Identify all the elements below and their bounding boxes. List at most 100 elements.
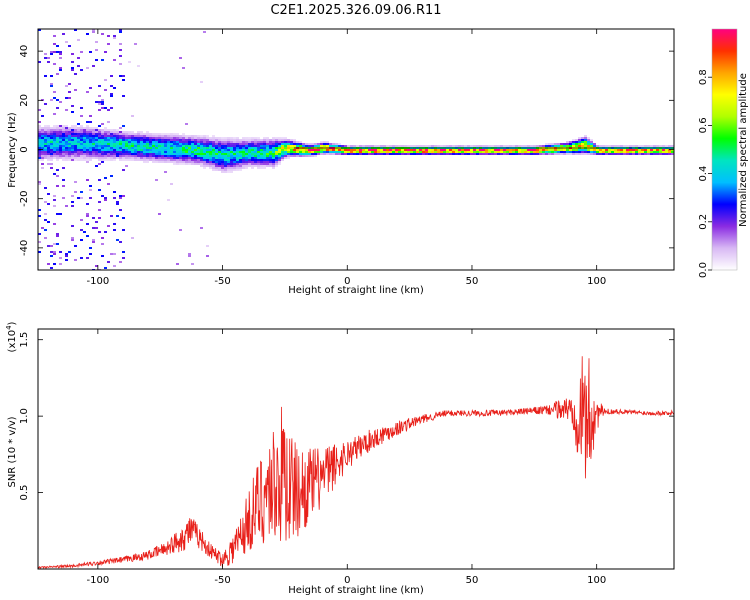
spectrogram-cell — [149, 151, 152, 153]
spectrogram-cell — [164, 147, 167, 149]
spectrogram-cell — [146, 153, 149, 155]
spectrogram-cell — [38, 145, 41, 147]
spectrogram-cell — [269, 141, 272, 143]
spectrogram-cell — [68, 133, 71, 135]
spectrogram-cell — [101, 137, 104, 139]
spectrogram-cell — [104, 151, 107, 153]
spectrogram-cell — [263, 147, 266, 149]
spectrogram-cell — [173, 153, 176, 155]
spectrogram-cell — [86, 145, 89, 147]
spectrogram-cell — [119, 31, 122, 33]
spectrogram-cell — [482, 153, 485, 155]
spectrogram-cell — [71, 155, 74, 157]
spectrogram-cell — [194, 161, 197, 163]
spectrogram-cell — [59, 151, 62, 153]
spectrogram-cell — [47, 139, 50, 141]
spectrogram-cell — [554, 153, 557, 155]
spectrogram-cell — [86, 149, 89, 151]
spectrogram-cell — [494, 149, 497, 151]
spectrogram-cell — [605, 149, 608, 151]
spectrogram-cell — [353, 149, 356, 151]
spectrogram-cell — [215, 147, 218, 149]
colorbar-tick-label: 0.4 — [698, 166, 709, 182]
spectrogram-cell — [650, 145, 653, 147]
spectrogram-cell — [215, 163, 218, 165]
spectrogram-cell — [95, 49, 98, 51]
spectrogram-cell — [482, 151, 485, 153]
spectrogram-cell — [311, 151, 314, 153]
spectrogram-cell — [74, 147, 77, 149]
spectrogram-cell — [113, 159, 116, 161]
spectrogram-cell — [146, 159, 149, 161]
spectrogram-cell — [122, 157, 125, 159]
spectrogram-cell — [134, 135, 137, 137]
spectrogram-cell — [83, 129, 86, 131]
spectrogram-cell — [68, 83, 71, 85]
spectrogram-cell — [116, 141, 119, 143]
spectrogram-cell — [536, 145, 539, 147]
spectrogram-cell — [113, 129, 116, 131]
spectrogram-cell — [101, 139, 104, 141]
spectrogram-cell — [44, 103, 47, 105]
spectrogram-cell — [260, 147, 263, 149]
spectrogram-cell — [95, 147, 98, 149]
spectrogram-cell — [194, 153, 197, 155]
spectrogram-cell — [86, 131, 89, 133]
spectrogram-cell — [74, 149, 77, 151]
spectrogram-cell — [257, 167, 260, 169]
spectrogram-cell — [227, 169, 230, 171]
spectrogram-cell — [563, 145, 566, 147]
spectrogram-cell — [311, 149, 314, 151]
spectrogram-cell — [575, 141, 578, 143]
spectrogram-cell — [53, 199, 56, 201]
spectrogram-cell — [485, 151, 488, 153]
spectrogram-cell — [242, 165, 245, 167]
spectrogram-cell — [476, 145, 479, 147]
spectrogram-cell — [164, 143, 167, 145]
spectrogram-cell — [278, 143, 281, 145]
spectrogram-cell — [266, 163, 269, 165]
spectrogram-cell — [224, 149, 227, 151]
spectrogram-cell — [161, 145, 164, 147]
spectrogram-cell — [80, 107, 83, 109]
spectrogram-cell — [41, 133, 44, 135]
spectrogram-cell — [227, 159, 230, 161]
spectrogram-cell — [359, 153, 362, 155]
spectrogram-cell — [425, 149, 428, 151]
spectrogram-cell — [221, 147, 224, 149]
spectrogram-cell — [56, 139, 59, 141]
spectrogram-cell — [524, 149, 527, 151]
spectrogram-cell — [500, 149, 503, 151]
spectrogram-cell — [38, 153, 41, 155]
snr-series-line — [38, 356, 674, 569]
spectrogram-cell — [209, 145, 212, 147]
spectrogram-cell — [80, 115, 83, 117]
spectrogram-cell — [113, 139, 116, 141]
spectrogram-cell — [302, 143, 305, 145]
spectrogram-cell — [74, 157, 77, 159]
spectrogram-cell — [74, 89, 77, 91]
spectrogram-cell — [368, 145, 371, 147]
spectrogram-cell — [584, 139, 587, 141]
spectrogram-cell — [98, 135, 101, 137]
spectrogram-cell — [401, 145, 404, 147]
spectrogram-cell — [194, 147, 197, 149]
spectrogram-cell — [497, 145, 500, 147]
spectrogram-cell — [164, 135, 167, 137]
spectrogram-cell — [158, 155, 161, 157]
spectrogram-cell — [575, 143, 578, 145]
spectrogram-cell — [86, 257, 89, 259]
spectrogram-cell — [218, 137, 221, 139]
spectrogram-cell — [59, 157, 62, 159]
spectrogram-cell — [404, 151, 407, 153]
spectrogram-cell — [317, 145, 320, 147]
spectrogram-cell — [224, 151, 227, 153]
spectrogram-cell — [386, 145, 389, 147]
spectrogram-cell — [134, 155, 137, 157]
spectrogram-cell — [146, 141, 149, 143]
spectrogram-cell — [179, 155, 182, 157]
spectrogram-cell — [176, 163, 179, 165]
spectrogram-cell — [86, 129, 89, 131]
spectrogram-cell — [203, 167, 206, 169]
spectrogram-cell — [389, 149, 392, 151]
